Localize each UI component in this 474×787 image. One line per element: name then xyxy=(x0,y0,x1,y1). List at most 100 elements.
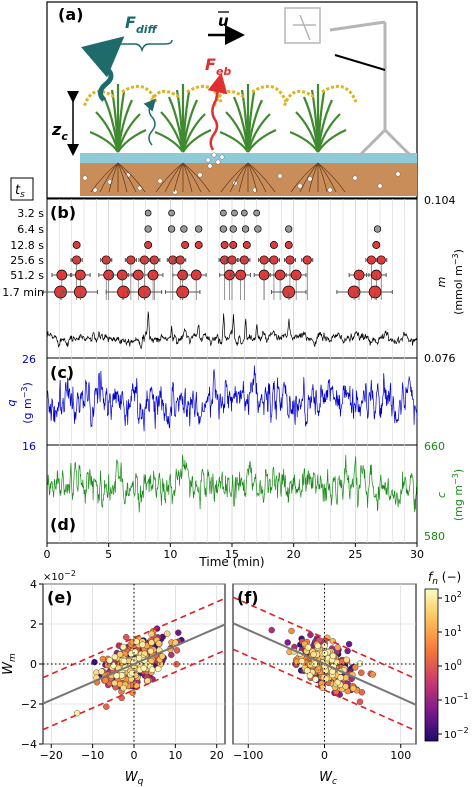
scatter-point xyxy=(314,642,321,649)
diffusive-flux-arrow-icon xyxy=(81,36,125,102)
root xyxy=(117,162,137,193)
scatter-point xyxy=(154,665,162,673)
rising-bubble xyxy=(211,152,217,158)
panel-e-xlabel: Wq xyxy=(125,770,144,787)
upper-bound-line xyxy=(232,596,417,680)
fit-line xyxy=(42,623,226,705)
time-tick-label: 10 xyxy=(163,548,177,561)
lower-bound-line xyxy=(232,648,417,732)
root xyxy=(229,162,249,193)
root xyxy=(108,162,119,193)
scatter-point xyxy=(321,642,328,649)
wind-label: u xyxy=(218,12,229,30)
scale-label: 1.7 min xyxy=(2,286,44,299)
scatter-point xyxy=(342,683,349,690)
colorbar: fn (−) 102 101 100 10−1 10−2 xyxy=(424,570,469,742)
leaf xyxy=(181,113,206,153)
scatter-point xyxy=(140,665,148,672)
x-tick-label: 0 xyxy=(321,749,328,762)
panel-f: (f) Wc −100 0 100 xyxy=(232,583,417,787)
event-rows xyxy=(42,209,393,300)
scatter-point xyxy=(168,651,175,659)
event-marker xyxy=(373,225,382,233)
colorbar-gradient xyxy=(424,588,439,742)
panel-e-yscale: ×10−2 xyxy=(43,569,76,583)
scatter-point xyxy=(158,653,166,660)
scatter-point xyxy=(345,640,353,648)
time-tick-label: 5 xyxy=(105,548,112,561)
rising-bubble xyxy=(207,163,213,169)
y-tick-label: 0 xyxy=(30,658,37,671)
canopy-height-label: zc xyxy=(51,120,68,143)
scatter-point xyxy=(119,643,127,651)
fit-line xyxy=(232,622,417,706)
scatter-point xyxy=(310,651,317,658)
x-tick-label: 0 xyxy=(131,749,138,762)
scatter-point xyxy=(334,644,341,651)
x-tick-label: −20 xyxy=(40,749,63,762)
panel-f-fit-lines xyxy=(232,584,417,744)
colorbar-label: fn (−) xyxy=(428,570,461,587)
time-ticks: 0 5 10 15 20 25 30 xyxy=(44,543,424,561)
time-tick-label: 20 xyxy=(287,548,301,561)
lower-bound-line xyxy=(42,649,226,731)
y-tick-label: 2 xyxy=(30,618,37,631)
rice-plant-icon xyxy=(282,84,358,193)
event-marker xyxy=(220,209,227,217)
rising-bubble xyxy=(205,157,211,163)
scale-label: 51.2 s xyxy=(10,269,44,282)
soil-bubble xyxy=(297,183,303,189)
scatter-point xyxy=(334,679,341,686)
co2-line xyxy=(46,454,418,513)
root xyxy=(182,162,202,193)
panel-b-label: (b) xyxy=(50,203,76,222)
water-layer xyxy=(80,153,417,163)
event-marker xyxy=(144,209,152,217)
scale-label: 6.4 s xyxy=(17,223,44,236)
upper-bound-line xyxy=(42,597,226,679)
leaf xyxy=(316,113,341,153)
soil-bubble xyxy=(137,185,143,191)
c-axis-unit: (mg m−3) xyxy=(451,469,465,521)
event-marker xyxy=(269,241,278,249)
x-tick-label: 100 xyxy=(390,749,411,762)
scale-label: 25.6 s xyxy=(10,254,44,267)
time-tick-label: 30 xyxy=(410,548,424,561)
grain xyxy=(251,84,288,103)
root xyxy=(290,162,319,193)
root xyxy=(247,162,267,193)
soil-bubble xyxy=(82,175,88,181)
leaf xyxy=(246,113,271,153)
root xyxy=(247,162,258,193)
event-marker xyxy=(195,225,203,233)
scatter-point xyxy=(337,674,344,681)
humidity-series xyxy=(46,365,418,432)
grain xyxy=(82,89,115,108)
x-tick-label: −100 xyxy=(233,749,263,762)
scatter-point xyxy=(173,647,181,654)
root xyxy=(299,162,319,193)
panel-f-xlabel: Wc xyxy=(319,770,337,787)
rice-plant-icon xyxy=(212,84,288,193)
methane-line xyxy=(46,311,418,349)
event-marker xyxy=(219,225,228,233)
scatter-point xyxy=(128,669,136,677)
root xyxy=(182,162,193,193)
colorbar-tick-label: 10−2 xyxy=(444,726,469,741)
scale-label: 12.8 s xyxy=(10,239,44,252)
soil-bubble xyxy=(395,171,401,177)
scatter-point xyxy=(298,658,306,665)
event-marker xyxy=(167,225,176,233)
leaf xyxy=(117,128,147,153)
leaf xyxy=(116,113,141,153)
rice-plants xyxy=(82,84,358,193)
panel-f-label: (f) xyxy=(237,588,259,607)
time-tick-label: 15 xyxy=(225,548,239,561)
soil-layer xyxy=(80,162,417,196)
leaf xyxy=(289,130,319,153)
scatter-point xyxy=(175,629,182,636)
scatter-point xyxy=(113,672,120,679)
scatter-point xyxy=(352,664,359,671)
